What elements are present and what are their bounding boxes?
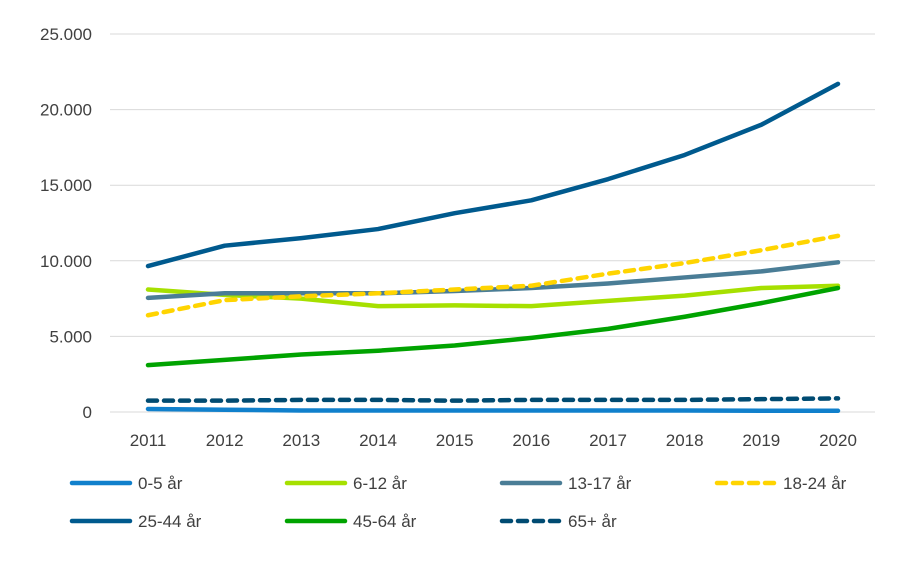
legend-label: 13-17 år [568,474,632,493]
x-tick-label: 2015 [436,431,474,450]
y-tick-label: 20.000 [40,101,92,120]
legend-label: 6-12 år [353,474,407,493]
legend-label: 45-64 år [353,512,417,531]
x-tick-label: 2018 [666,431,704,450]
series-line-3 [145,233,841,318]
y-tick-label: 0 [83,403,92,422]
series-line-6 [145,396,841,403]
y-tick-label: 15.000 [40,176,92,195]
x-tick-label: 2012 [206,431,244,450]
y-tick-label: 10.000 [40,252,92,271]
series-line-5 [145,285,841,368]
x-tick-label: 2020 [819,431,857,450]
x-tick-label: 2011 [130,431,167,450]
legend-label: 25-44 år [138,512,202,531]
legend-label: 18-24 år [783,474,847,493]
legend-label: 0-5 år [138,474,183,493]
x-tick-label: 2016 [512,431,550,450]
series-line-0 [145,406,841,414]
y-tick-label: 5.000 [49,327,92,346]
x-tick-label: 2013 [282,431,320,450]
x-tick-label: 2019 [742,431,780,450]
x-tick-label: 2014 [359,431,397,450]
legend-label: 65+ år [568,512,617,531]
series-line-4 [145,81,841,269]
y-tick-label: 25.000 [40,25,92,44]
x-tick-label: 2017 [589,431,627,450]
series-line-2 [145,260,841,301]
